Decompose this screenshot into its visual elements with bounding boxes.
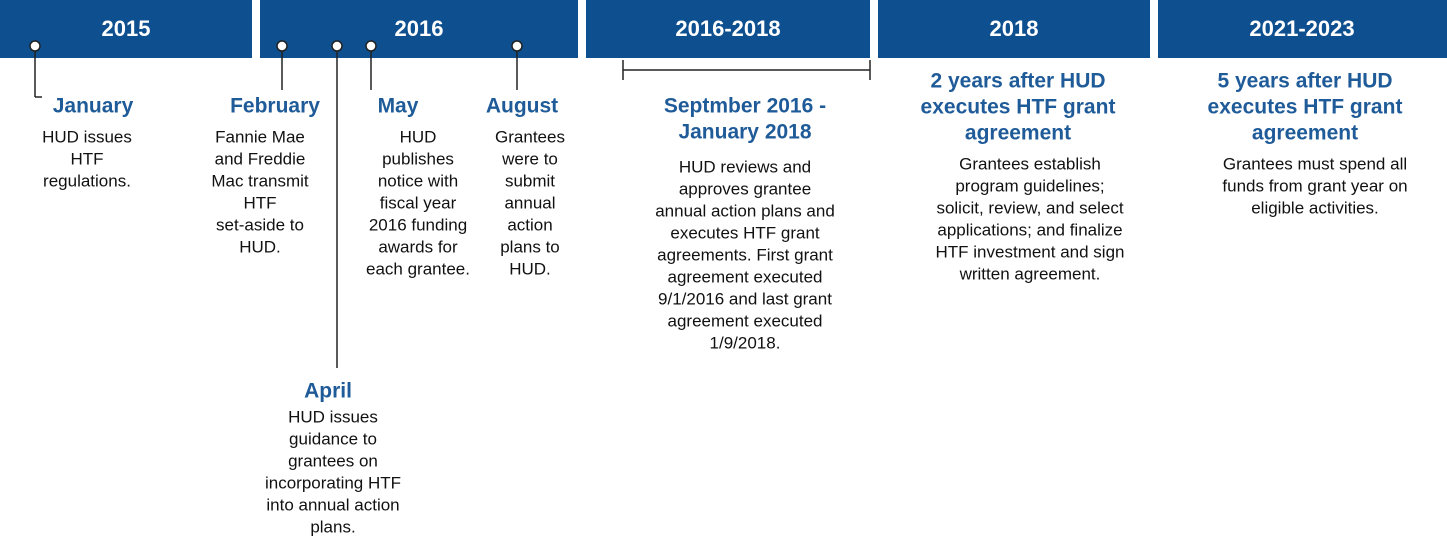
event-description: approves grantee (679, 179, 811, 198)
event-title: May (378, 95, 419, 118)
event-description: HUD reviews and (679, 157, 811, 176)
event-description: grantees on (288, 451, 378, 470)
event-description: agreements. First grant (657, 245, 833, 264)
event-description: 1/9/2018. (710, 333, 781, 352)
event-description: and Freddie (215, 149, 306, 168)
event-description: notice with (378, 171, 458, 190)
event-title: agreement (1252, 122, 1358, 145)
period-label: 2016 (395, 16, 444, 41)
event-description: HUD. (239, 237, 281, 256)
event-title: 5 years after HUD (1217, 70, 1392, 93)
event-description: were to (501, 149, 558, 168)
event-description: HTF (243, 193, 276, 212)
period-bar (878, 0, 1150, 58)
event-description: agreement executed (668, 267, 823, 286)
event-description: program guidelines; (955, 176, 1104, 195)
event-description: 9/1/2016 and last grant (658, 289, 832, 308)
event-title: February (230, 95, 320, 118)
event-description: Fannie Mae (215, 127, 305, 146)
event-description: Mac transmit (211, 171, 309, 190)
event-description: fiscal year (380, 193, 457, 212)
event-description: HTF (70, 149, 103, 168)
event-description: plans to (500, 237, 560, 256)
event-title: executes HTF grant (921, 96, 1116, 119)
event-description: HUD. (509, 259, 551, 278)
period-label: 2015 (102, 16, 151, 41)
event-description: executes HTF grant (670, 223, 820, 242)
event-title: August (486, 95, 558, 118)
event-description: Grantees establish (959, 154, 1101, 173)
event-description: action (507, 215, 552, 234)
event-description: each grantee. (366, 259, 470, 278)
event-description: Grantees (495, 127, 565, 146)
event-description: agreement executed (668, 311, 823, 330)
event-title: January 2018 (678, 121, 811, 144)
event-description: annual (504, 193, 555, 212)
event-description: guidance to (289, 429, 377, 448)
event-description: HUD (400, 127, 437, 146)
event-description: solicit, review, and select (936, 198, 1123, 217)
header-bars (0, 0, 1447, 58)
period-bar (260, 0, 578, 58)
event-description: eligible activities. (1251, 198, 1379, 217)
event-description: plans. (310, 517, 355, 536)
event-title: April (304, 380, 352, 403)
connectors (29, 40, 871, 368)
period-bar (0, 0, 252, 58)
event-description: set-aside to (216, 215, 304, 234)
event-description: submit (505, 171, 555, 190)
event-description: written agreement. (959, 264, 1101, 283)
event-title: Septmber 2016 - (664, 95, 826, 118)
event-title: agreement (965, 122, 1071, 145)
event-description: publishes (382, 149, 454, 168)
event-description: applications; and finalize (937, 220, 1122, 239)
period-label: 2018 (990, 16, 1039, 41)
event-description: awards for (378, 237, 458, 256)
period-bar (586, 0, 870, 58)
event-title: January (53, 95, 134, 118)
event-title: executes HTF grant (1208, 96, 1403, 119)
event-description: regulations. (43, 171, 131, 190)
event-description: into annual action (266, 495, 399, 514)
event-description: incorporating HTF (265, 473, 401, 492)
period-bar (1158, 0, 1447, 58)
event-description: HUD issues (288, 407, 378, 426)
event-description: funds from grant year on (1222, 176, 1407, 195)
period-label: 2016-2018 (675, 16, 780, 41)
event-description: annual action plans and (655, 201, 835, 220)
event-description: 2016 funding (369, 215, 467, 234)
event-title: 2 years after HUD (930, 70, 1105, 93)
event-description: HTF investment and sign (936, 242, 1125, 261)
event-description: Grantees must spend all (1223, 154, 1407, 173)
event-description: HUD issues (42, 127, 132, 146)
period-label: 2021-2023 (1249, 16, 1354, 41)
